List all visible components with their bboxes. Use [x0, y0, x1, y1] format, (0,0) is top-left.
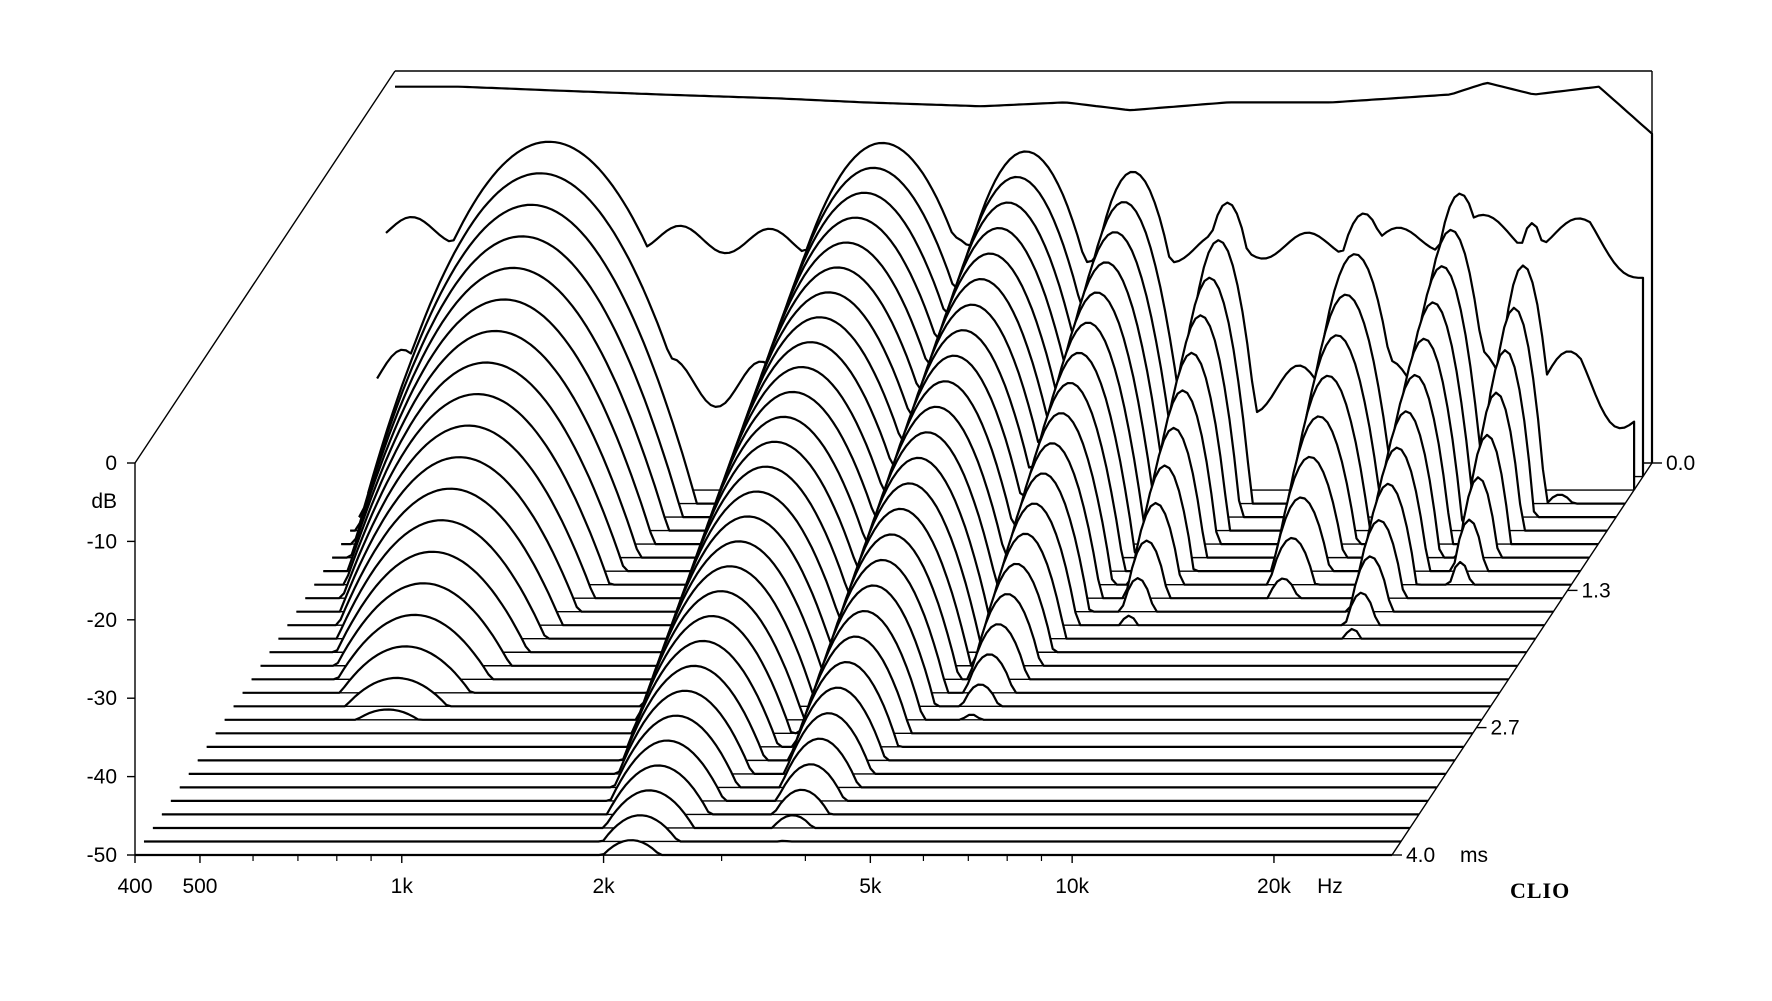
decay-slice-fill [179, 715, 1437, 788]
decay-slice-fill [170, 740, 1428, 801]
x-tick-label: 1k [391, 875, 414, 898]
z-tick-label: 0.0 [1666, 452, 1695, 475]
y-tick-label: 0 [105, 452, 117, 475]
z-axis-unit: ms [1460, 844, 1488, 867]
y-tick-label: -50 [87, 844, 117, 867]
frame-diagonal-right [1391, 462, 1653, 856]
z-tick-label: 4.0 [1406, 844, 1435, 867]
y-tick-label: -30 [87, 687, 117, 710]
frame-diagonal-left [134, 70, 396, 464]
y-tick-label: -10 [87, 530, 117, 553]
axes: 0 -10 -20 -30 -40 -50 dB 400 500 1k 2k 5k 10k 20k Hz 0.… [87, 452, 1696, 898]
brand-logo: CLIO [1510, 878, 1570, 903]
x-axis-unit: Hz [1317, 875, 1343, 898]
x-tick-label: 5k [859, 875, 882, 898]
y-tick-label: -40 [87, 766, 117, 789]
decay-slice-fill [161, 765, 1419, 815]
y-tick-label: -20 [87, 609, 117, 632]
decay-slice-fill [188, 690, 1446, 774]
z-tick-label: 1.3 [1582, 579, 1611, 602]
x-tick-label: 400 [117, 875, 152, 898]
x-tick-label: 10k [1055, 875, 1089, 898]
decay-slice [395, 81, 1654, 463]
y-axis-unit: dB [91, 490, 117, 513]
z-tick-label: 2.7 [1491, 717, 1520, 740]
decay-curves [135, 81, 1654, 857]
x-tick-label: 20k [1257, 875, 1291, 898]
decay-slice [385, 140, 1645, 477]
x-tick-label: 2k [592, 875, 615, 898]
x-tick-label: 500 [182, 875, 217, 898]
